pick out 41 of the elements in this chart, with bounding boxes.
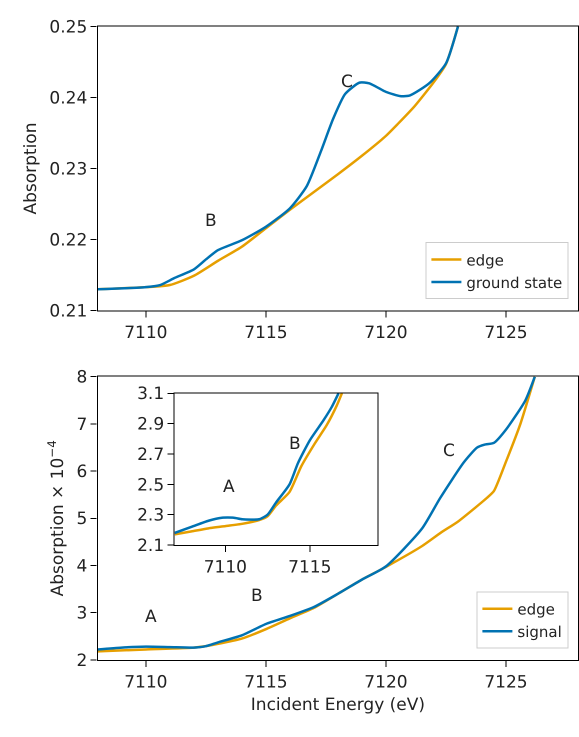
y-tick-label: 2 (76, 650, 88, 671)
y-tick-label: 0.24 (49, 88, 88, 108)
annotation: B (205, 211, 217, 231)
legend-label: signal (517, 623, 562, 642)
x-tick-label: 7110 (124, 323, 168, 344)
y-tick-label: 0.23 (49, 160, 88, 180)
legend-label: ground state (466, 274, 562, 292)
y-tick-label: 0.22 (49, 230, 88, 251)
y-tick-label: 4 (76, 556, 88, 576)
x-tick-label: 7120 (364, 323, 408, 344)
x-tick-label: 7125 (484, 672, 528, 692)
y-tick-label: 2.1 (137, 536, 164, 556)
y-tick-label: 3.1 (137, 384, 164, 404)
x-tick-label: 7120 (364, 672, 408, 692)
legend-label: edge (466, 251, 504, 270)
x-tick-label: 7125 (484, 323, 528, 344)
y-tick-label: 3 (76, 604, 88, 624)
annotation: B (251, 586, 263, 606)
x-tick-label: 7115 (244, 323, 288, 344)
y-tick-label: 2.5 (137, 475, 164, 496)
y-tick-label: 2.7 (137, 444, 164, 465)
annotation: A (223, 477, 235, 497)
x-tick-label: 7115 (244, 672, 288, 692)
y-tick-label: 2.3 (137, 506, 164, 526)
y-tick-label: 0.21 (49, 302, 88, 322)
annotation: C (341, 72, 353, 92)
annotation: A (145, 607, 157, 627)
x-tick-label: 7110 (204, 558, 247, 578)
y-tick-label: 6 (76, 462, 88, 482)
legend-label: edge (517, 600, 555, 619)
x-tick-label: 7110 (124, 672, 168, 692)
y-tick-label: 2.9 (137, 414, 164, 435)
x-tick-label: 7115 (288, 558, 332, 578)
annotation: B (289, 434, 301, 454)
y-tick-label: 8 (76, 368, 88, 388)
annotation: C (443, 441, 455, 461)
y-tick-label: 0.25 (49, 17, 88, 38)
x-axis-title: Incident Energy (eV) (250, 694, 426, 715)
y-tick-label: 5 (76, 509, 88, 530)
y-tick-label: 7 (76, 414, 88, 435)
y-axis-title: Absorption (20, 122, 41, 215)
